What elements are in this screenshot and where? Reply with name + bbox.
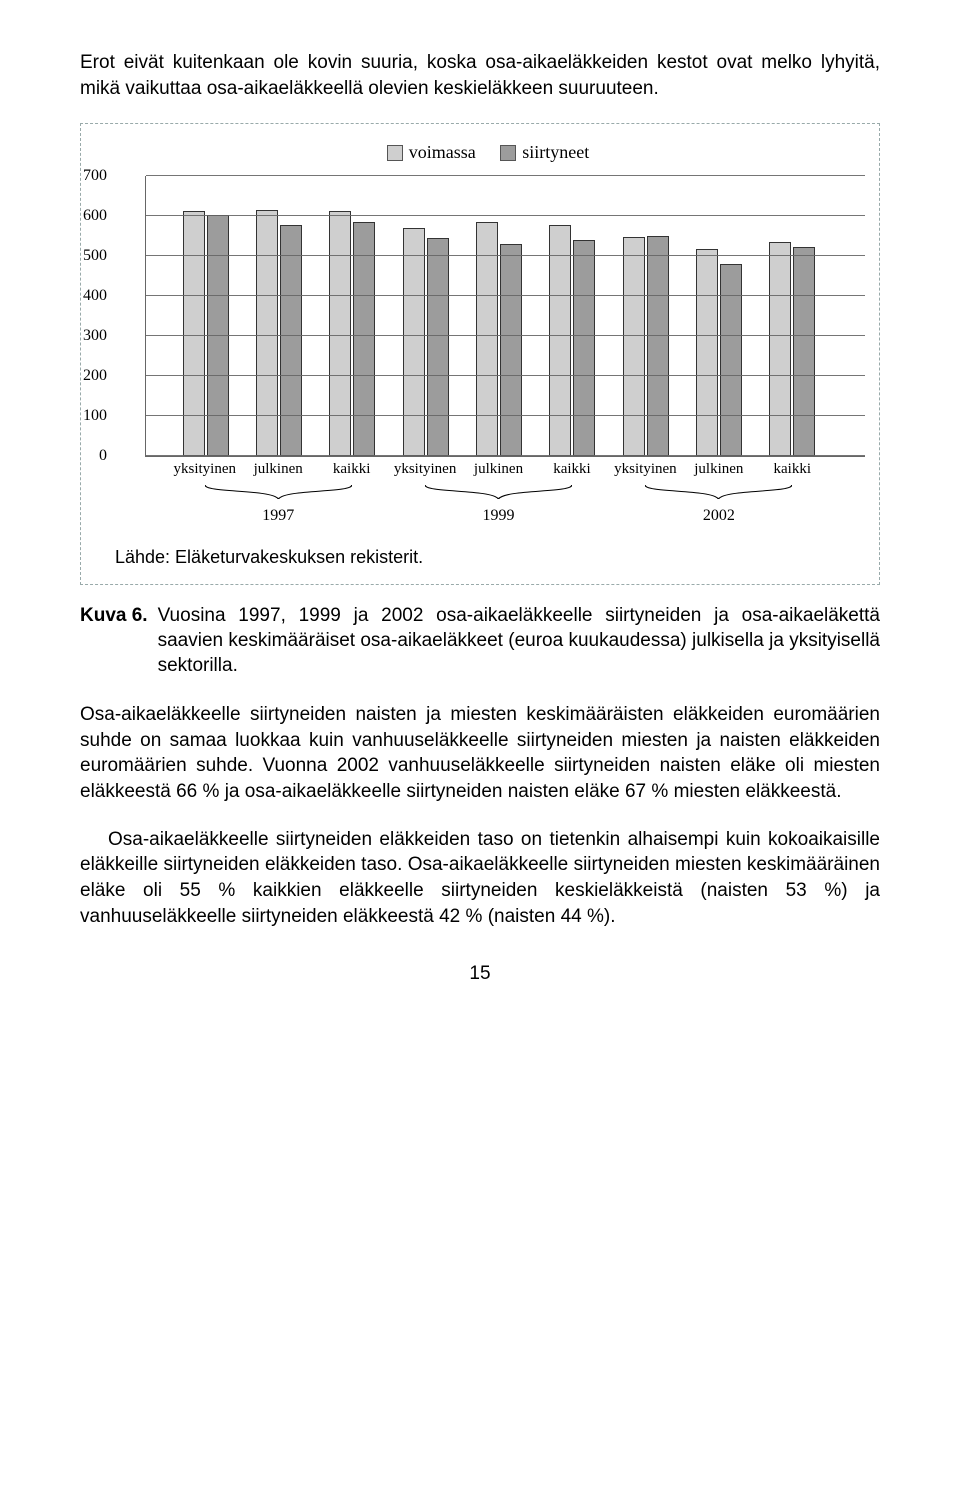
paragraph-3: Osa-aikaeläkkeelle siirtyneiden eläkkeid… xyxy=(80,827,880,930)
legend-label-voimassa: voimassa xyxy=(409,142,476,163)
gridline xyxy=(146,375,865,376)
group-brace-icon xyxy=(425,485,572,499)
bar-siirtyneet xyxy=(500,244,522,456)
y-tick-label: 600 xyxy=(73,207,107,225)
chart-source: Lähde: Eläketurvakeskuksen rekisterit. xyxy=(115,547,865,568)
chart-plot-area xyxy=(145,176,865,457)
y-tick-label: 700 xyxy=(73,167,107,185)
page-number: 15 xyxy=(80,963,880,985)
paragraph-2: Osa-aikaeläkkeelle siirtyneiden naisten … xyxy=(80,702,880,805)
legend-swatch-voimassa xyxy=(387,145,403,161)
x-category-label: julkinen xyxy=(694,461,743,478)
bar-siirtyneet xyxy=(280,225,302,455)
gridline xyxy=(146,295,865,296)
x-category-label: kaikki xyxy=(774,461,812,478)
group-brace-icon xyxy=(205,485,352,499)
figure-caption: Kuva 6. Vuosina 1997, 1999 ja 2002 osa-a… xyxy=(80,603,880,678)
group-year-label: 1999 xyxy=(483,507,515,525)
bar-siirtyneet xyxy=(353,222,375,456)
gridline xyxy=(146,175,865,176)
bar-voimassa xyxy=(329,211,351,456)
bar-voimassa xyxy=(256,210,278,456)
chart-container: voimassa siirtyneet 01002003004005006007… xyxy=(80,123,880,585)
bar-voimassa xyxy=(623,237,645,456)
legend-label-siirtyneet: siirtyneet xyxy=(522,142,589,163)
x-category-label: julkinen xyxy=(254,461,303,478)
group-year-label: 2002 xyxy=(703,507,735,525)
bar-voimassa xyxy=(696,249,718,455)
paragraph-1: Erot eivät kuitenkaan ole kovin suuria, … xyxy=(80,50,880,101)
plot-wrap: 0100200300400500600700 yksityinenjulkine… xyxy=(145,176,865,535)
figure-caption-text: Vuosina 1997, 1999 ja 2002 osa-aikaeläkk… xyxy=(158,603,880,678)
gridline xyxy=(146,255,865,256)
chart-legend: voimassa siirtyneet xyxy=(111,142,865,166)
x-axis-category-labels: yksityinen julkinen kaikki yksityinen julkin… xyxy=(145,461,865,483)
x-axis-group-labels: 1997 1999 2002 xyxy=(145,485,865,535)
legend-item-siirtyneet: siirtyneet xyxy=(500,142,589,163)
y-tick-label: 400 xyxy=(73,287,107,305)
x-category-label: kaikki xyxy=(333,461,371,478)
y-tick-label: 100 xyxy=(73,407,107,425)
bar-voimassa xyxy=(769,242,791,456)
y-tick-label: 0 xyxy=(73,447,107,465)
chart-bars-layer xyxy=(146,176,865,456)
gridline xyxy=(146,335,865,336)
page: Erot eivät kuitenkaan ole kovin suuria, … xyxy=(0,0,960,1015)
bar-siirtyneet xyxy=(573,240,595,456)
x-category-label: yksityinen xyxy=(174,461,237,478)
bar-voimassa xyxy=(549,225,571,456)
bar-voimassa xyxy=(476,222,498,456)
group-brace-icon xyxy=(645,485,792,499)
legend-swatch-siirtyneet xyxy=(500,145,516,161)
gridline xyxy=(146,415,865,416)
bar-siirtyneet xyxy=(793,247,815,456)
legend-item-voimassa: voimassa xyxy=(387,142,476,163)
y-tick-label: 500 xyxy=(73,247,107,265)
x-category-label: kaikki xyxy=(553,461,591,478)
x-category-label: yksityinen xyxy=(394,461,457,478)
gridline xyxy=(146,215,865,216)
bar-siirtyneet xyxy=(647,236,669,456)
bar-siirtyneet xyxy=(720,264,742,456)
x-category-label: yksityinen xyxy=(614,461,677,478)
bar-voimassa xyxy=(183,211,205,456)
x-category-label: julkinen xyxy=(474,461,523,478)
gridline xyxy=(146,455,865,456)
y-tick-label: 300 xyxy=(73,327,107,345)
bar-siirtyneet xyxy=(427,238,449,456)
group-year-label: 1997 xyxy=(262,507,294,525)
bar-voimassa xyxy=(403,228,425,456)
y-tick-label: 200 xyxy=(73,367,107,385)
figure-caption-lead: Kuva 6. xyxy=(80,603,158,628)
